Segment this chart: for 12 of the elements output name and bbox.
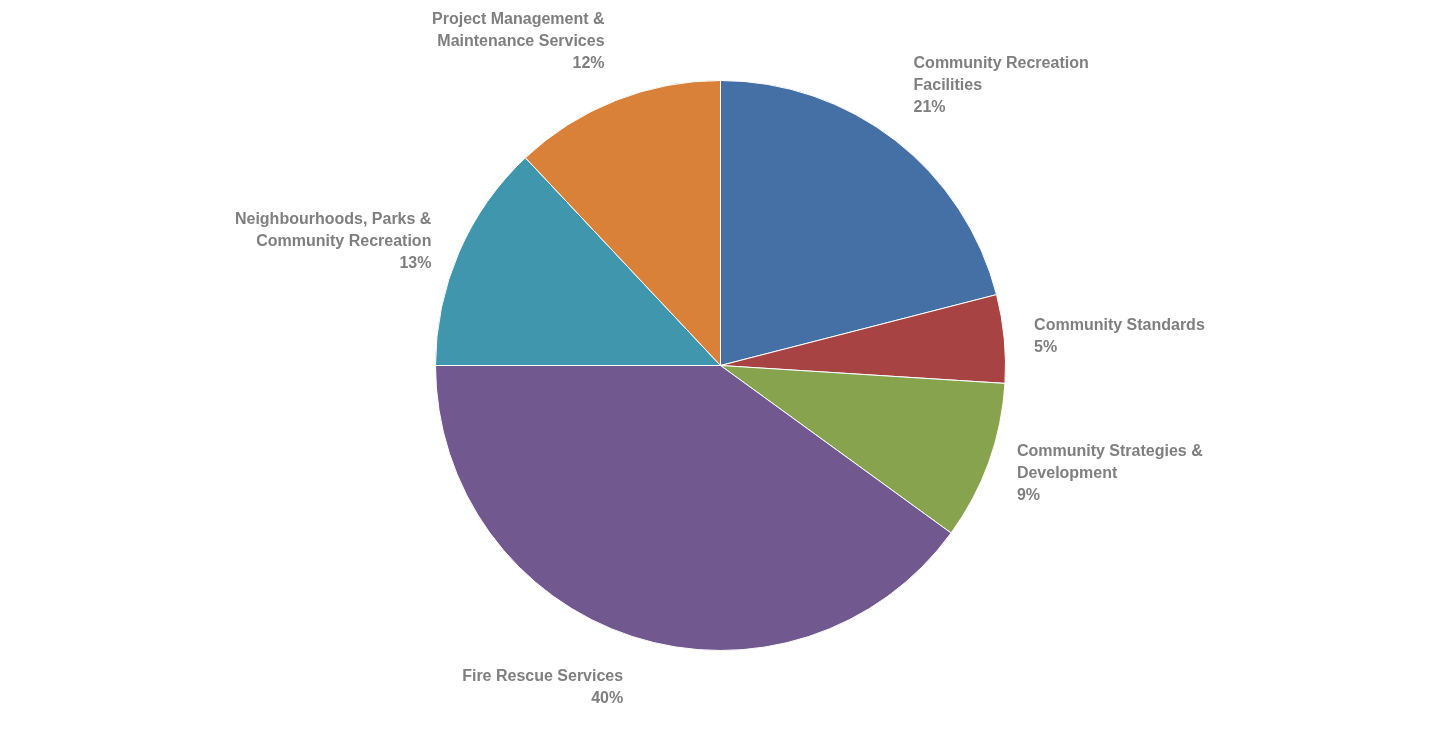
slice-label: Project Management & Maintenance Services bbox=[432, 10, 605, 50]
slice-label: Community Standards bbox=[1034, 316, 1205, 334]
data-label: 13% bbox=[399, 253, 432, 271]
data-label: 40% bbox=[591, 688, 624, 706]
slice-label: Neighbourhoods, Parks & Community Recreation bbox=[234, 209, 432, 249]
data-label: 9% bbox=[1016, 485, 1040, 503]
slice-label: Community Recreation Facilities bbox=[913, 54, 1089, 94]
data-label: 12% bbox=[572, 54, 605, 72]
slice-label: Community Strategies & Development bbox=[1016, 441, 1204, 481]
data-label: 5% bbox=[1034, 338, 1058, 356]
data-label: 21% bbox=[913, 98, 946, 116]
slice-label: Fire Rescue Services bbox=[462, 666, 624, 684]
